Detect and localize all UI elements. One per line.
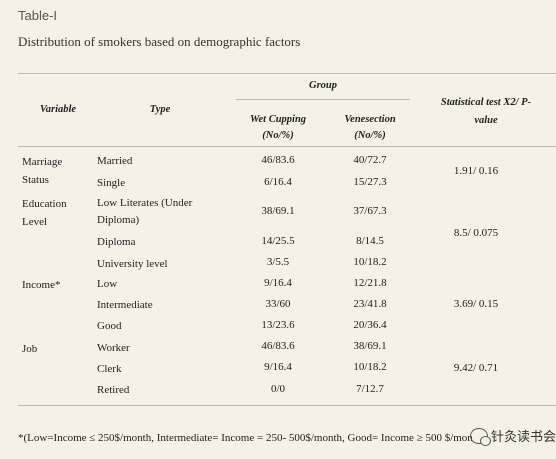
table-cell-venesection: 20/36.4 <box>353 319 387 331</box>
variable-job: Job <box>22 340 37 358</box>
stat-income: 3.69/ 0.15 <box>453 298 499 310</box>
statistical-test-header: Statistical test X2/ P- value <box>418 94 554 130</box>
wechat-icon <box>470 427 491 446</box>
table-cell-venesection: 37/67.3 <box>353 205 387 217</box>
group-header: Group <box>308 80 337 91</box>
table-row-type: Worker <box>97 342 130 354</box>
table-cell-wet-cupping: 46/83.6 <box>261 154 295 166</box>
table-row-type: Low Literates (Under Diploma) <box>97 195 192 229</box>
table-cell-wet-cupping: 38/69.1 <box>261 205 295 217</box>
header-rule <box>18 146 556 147</box>
stat-education-level: 8.5/ 0.075 <box>453 227 499 239</box>
table-cell-venesection: 12/21.8 <box>353 277 387 289</box>
table-cell-wet-cupping: 9/16.4 <box>264 277 292 289</box>
venesection-header: Venesection (No/%) <box>328 112 412 144</box>
table-cell-wet-cupping: 46/83.6 <box>261 340 295 352</box>
variable-line: Income* <box>22 279 61 291</box>
table-row-type: Clerk <box>97 363 122 375</box>
variable-line: Job <box>22 343 38 355</box>
group-rule <box>236 99 410 100</box>
table-cell-venesection: 8/14.5 <box>356 235 384 247</box>
wet-cupping-header-label: Wet Cupping <box>249 114 307 125</box>
table-cell-wet-cupping: 9/16.4 <box>264 361 292 373</box>
table-row-type: Good <box>97 320 122 332</box>
variable-line: Status <box>22 174 49 186</box>
table-label: Table-I <box>18 8 58 23</box>
table-row-type: Diploma <box>97 236 136 248</box>
variable-marriage-status: Marriage Status <box>22 153 62 189</box>
table-cell-wet-cupping: 14/25.5 <box>261 235 295 247</box>
venesection-header-label: Venesection <box>344 114 396 125</box>
table-cell-venesection: 40/72.7 <box>353 154 387 166</box>
top-rule <box>18 73 556 74</box>
table-row-type: Single <box>97 177 126 189</box>
table-cell-wet-cupping: 33/60 <box>265 298 291 310</box>
watermark: 针灸读书会 <box>470 426 556 446</box>
table-cell-venesection: 23/41.8 <box>353 298 387 310</box>
stat-header-line1: Statistical test X2/ P- <box>440 97 532 108</box>
table-cell-wet-cupping: 6/16.4 <box>264 176 292 188</box>
table-row-type: Intermediate <box>97 299 153 311</box>
wet-cupping-header: Wet Cupping (No/%) <box>236 112 320 144</box>
venesection-header-unit: (No/%) <box>354 130 386 141</box>
wet-cupping-header-unit: (No/%) <box>262 130 294 141</box>
table-cell-venesection: 15/27.3 <box>353 176 387 188</box>
table-cell-wet-cupping: 0/0 <box>270 383 286 395</box>
table-cell-wet-cupping: 3/5.5 <box>266 256 290 268</box>
table-cell-venesection: 10/18.2 <box>353 361 387 373</box>
table-cell-venesection: 7/12.7 <box>356 383 384 395</box>
type-line: Low Literates (Under <box>97 197 193 209</box>
table-cell-venesection: 38/69.1 <box>353 340 387 352</box>
variable-education-level: Education Level <box>22 195 67 231</box>
table-cell-venesection: 10/18.2 <box>353 256 387 268</box>
stat-marriage-status: 1.91/ 0.16 <box>453 165 499 177</box>
type-line: Diploma) <box>97 214 140 226</box>
table-row-type: Retired <box>97 384 130 396</box>
table-row-type: Married <box>97 155 133 167</box>
table-caption: Distribution of smokers based on demogra… <box>18 34 301 49</box>
table-cell-wet-cupping: 13/23.6 <box>261 319 295 331</box>
variable-income: Income* <box>22 276 60 294</box>
table-row-type: University level <box>97 258 168 270</box>
variable-line: Level <box>22 216 48 228</box>
variable-line: Marriage <box>22 156 63 168</box>
bottom-rule <box>18 405 556 406</box>
type-header: Type <box>149 104 171 115</box>
table-footnote: *(Low=Income ≤ 250$/month, Intermediate=… <box>18 432 473 444</box>
variable-line: Education <box>22 198 67 210</box>
watermark-text: 针灸读书会 <box>491 430 556 445</box>
variable-header: Variable <box>39 104 77 115</box>
stat-job: 9.42/ 0.71 <box>453 362 499 374</box>
stat-header-line2: value <box>474 115 498 126</box>
table-row-type: Low <box>97 278 118 290</box>
